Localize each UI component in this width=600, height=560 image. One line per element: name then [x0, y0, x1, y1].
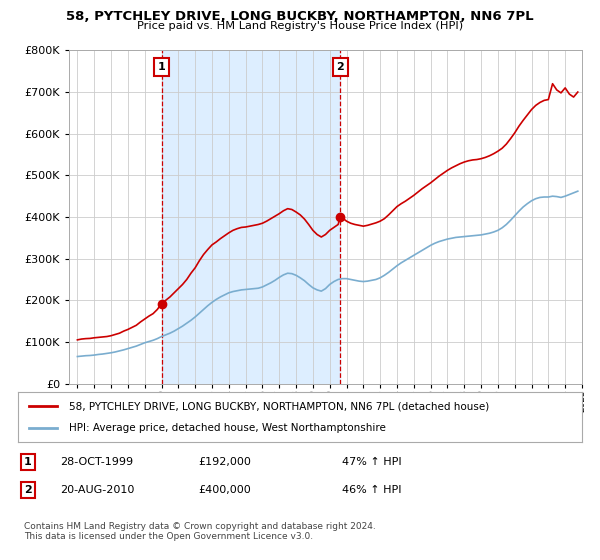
- Text: 58, PYTCHLEY DRIVE, LONG BUCKBY, NORTHAMPTON, NN6 7PL (detached house): 58, PYTCHLEY DRIVE, LONG BUCKBY, NORTHAM…: [69, 401, 489, 411]
- Text: 28-OCT-1999: 28-OCT-1999: [60, 457, 133, 467]
- Text: 2: 2: [337, 62, 344, 72]
- Text: £400,000: £400,000: [198, 485, 251, 495]
- Text: Contains HM Land Registry data © Crown copyright and database right 2024.
This d: Contains HM Land Registry data © Crown c…: [24, 522, 376, 542]
- Text: 58, PYTCHLEY DRIVE, LONG BUCKBY, NORTHAMPTON, NN6 7PL: 58, PYTCHLEY DRIVE, LONG BUCKBY, NORTHAM…: [66, 10, 534, 23]
- Text: £192,000: £192,000: [198, 457, 251, 467]
- Text: HPI: Average price, detached house, West Northamptonshire: HPI: Average price, detached house, West…: [69, 423, 386, 433]
- Text: 2: 2: [24, 485, 32, 495]
- Text: Price paid vs. HM Land Registry's House Price Index (HPI): Price paid vs. HM Land Registry's House …: [137, 21, 463, 31]
- Text: 46% ↑ HPI: 46% ↑ HPI: [342, 485, 401, 495]
- Bar: [161, 50, 340, 384]
- Text: 1: 1: [24, 457, 32, 467]
- Text: 20-AUG-2010: 20-AUG-2010: [60, 485, 134, 495]
- Text: 47% ↑ HPI: 47% ↑ HPI: [342, 457, 401, 467]
- Text: 1: 1: [158, 62, 166, 72]
